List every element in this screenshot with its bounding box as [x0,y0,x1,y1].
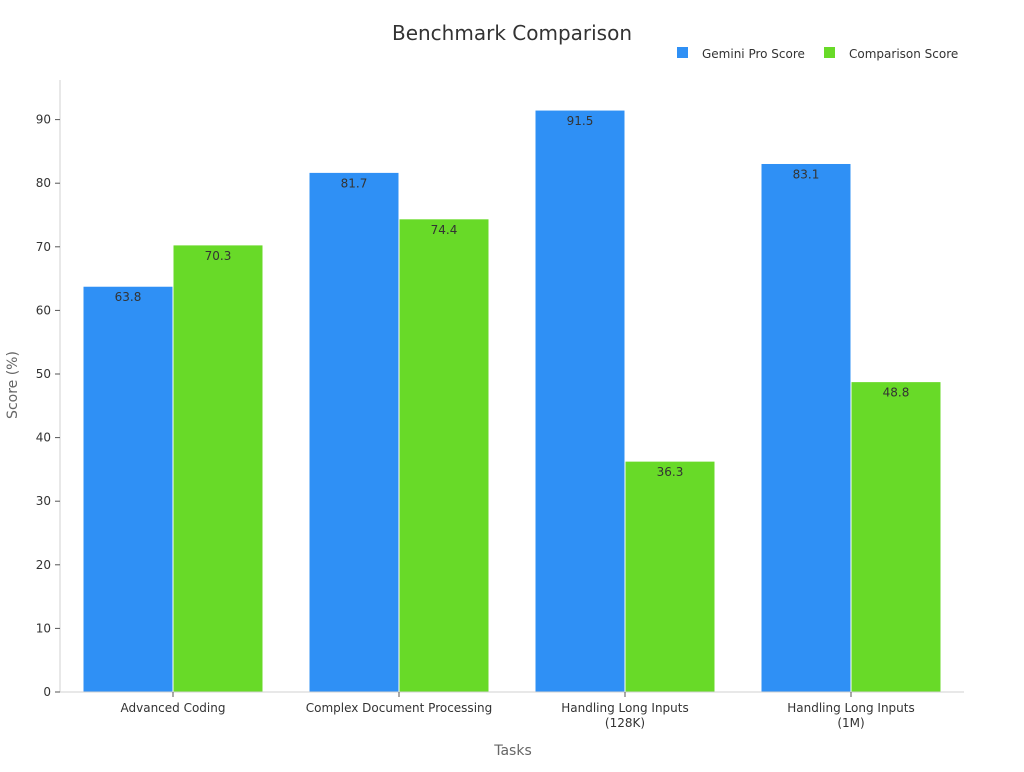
x-tick-label-line: (1M) [837,716,864,730]
bar-gemini [82,285,174,693]
bar-value-label: 36.3 [657,465,684,479]
bar-value-label: 63.8 [115,290,142,304]
x-tick-label: Complex Document Processing [306,701,493,715]
bar-comparison [398,218,490,693]
bar-value-label: 48.8 [883,386,910,400]
y-tick-label: 10 [36,621,51,635]
axes-group: 0 10 20 30 40 50 60 70 80 90 Advanced Coding Comple… [36,80,964,730]
legend-swatch [824,47,835,58]
y-axis-title: Score (%) [5,351,21,419]
y-tick-label: 40 [36,431,51,445]
y-tick-label: 30 [36,494,51,508]
chart-title: Benchmark Comparison [392,21,632,45]
bar-gemini [308,171,400,693]
x-tick-label-line: Advanced Coding [121,701,226,715]
bar-gemini [534,109,626,693]
bar-value-label: 70.3 [205,249,232,263]
x-tick-label: Advanced Coding [121,701,226,715]
x-tick-label-line: Handling Long Inputs [561,701,688,715]
y-tick-label: 90 [36,113,51,127]
bar-value-label: 81.7 [341,176,368,190]
x-tick-label: Handling Long Inputs (1M) [787,701,914,730]
bar-value-label: 74.4 [431,223,458,237]
legend-swatch [677,47,688,58]
legend-label: Gemini Pro Score [702,47,805,61]
y-tick-label: 50 [36,367,51,381]
x-tick-label: Handling Long Inputs (128K) [561,701,688,730]
y-tick-label: 70 [36,240,51,254]
bars-group: 63.8 70.3 81.7 74.4 91.5 36.3 83.1 48.8 [82,109,942,693]
bar-value-label: 83.1 [793,167,820,181]
x-tick-label-line: (128K) [605,716,645,730]
bar-comparison [624,460,716,693]
y-tick-label: 80 [36,176,51,190]
y-tick-label: 20 [36,558,51,572]
x-tick-label-line: Handling Long Inputs [787,701,914,715]
legend: Gemini Pro Score Comparison Score [677,47,958,61]
legend-label: Comparison Score [849,47,958,61]
bar-gemini [760,162,852,693]
x-tick-label-line: Complex Document Processing [306,701,493,715]
y-tick-label: 60 [36,303,51,317]
y-tick-label: 0 [43,685,51,699]
x-axis-title: Tasks [493,743,532,759]
bar-value-label: 91.5 [567,114,594,128]
bar-comparison [850,381,942,693]
bar-comparison [172,244,264,693]
